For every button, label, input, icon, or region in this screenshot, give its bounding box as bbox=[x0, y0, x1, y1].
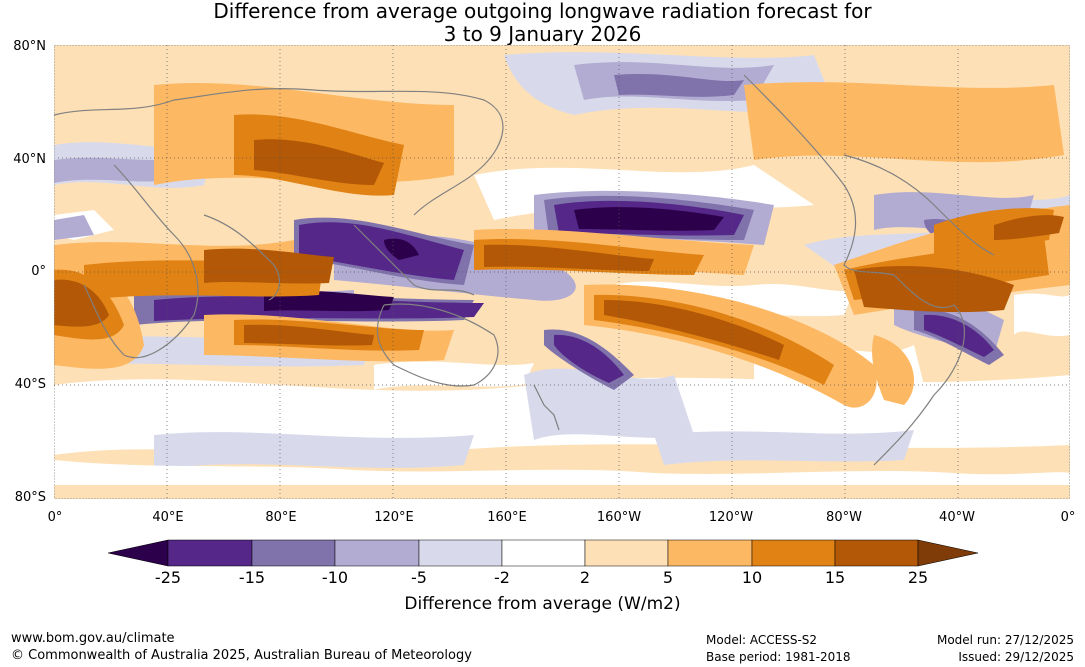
tick-label-neg15: -15 bbox=[238, 568, 266, 587]
colorbar-segment-5 bbox=[501, 539, 586, 567]
lon-label-40e: 40°E bbox=[152, 510, 184, 525]
coastlines bbox=[54, 74, 995, 466]
colorbar-label: Difference from average (W/m2) bbox=[404, 594, 681, 614]
extreme-purple-regions bbox=[264, 207, 1070, 312]
colorbar bbox=[108, 539, 978, 567]
map-graphic bbox=[54, 45, 1070, 499]
lat-label-80s: 80°S bbox=[14, 490, 46, 505]
olr-anomaly-map bbox=[54, 45, 1070, 499]
tick-label-neg2: -2 bbox=[494, 568, 510, 587]
colorbar-segment-1 bbox=[167, 539, 253, 567]
title-line-2: 3 to 9 January 2026 bbox=[443, 22, 642, 46]
colorbar-segment-6 bbox=[584, 539, 669, 567]
footer-base-period: Base period: 1981-2018 bbox=[706, 650, 851, 664]
colorbar-segment-8 bbox=[751, 539, 836, 567]
lat-label-0: 0° bbox=[31, 264, 46, 279]
footer-copyright: © Commonwealth of Australia 2025, Austra… bbox=[11, 648, 472, 663]
colorbar-segment-3 bbox=[334, 539, 420, 567]
footer-url[interactable]: www.bom.gov.au/climate bbox=[11, 631, 175, 646]
tick-label-5: 5 bbox=[662, 568, 674, 587]
colorbar-segment-2 bbox=[251, 539, 336, 567]
lon-label-120w: 120°W bbox=[708, 510, 754, 525]
footer-issued: Issued: 29/12/2025 bbox=[958, 650, 1074, 664]
tick-label-15: 15 bbox=[824, 568, 846, 587]
graticule bbox=[54, 45, 1070, 499]
lon-label-0: 0° bbox=[47, 510, 63, 525]
colorbar-segment-4 bbox=[418, 539, 503, 567]
lat-label-40s: 40°S bbox=[14, 377, 46, 392]
map-frame bbox=[54, 45, 1070, 499]
lon-label-0-end: 0° bbox=[1060, 510, 1076, 525]
colorbar-segment-7 bbox=[667, 539, 753, 567]
footer-model: Model: ACCESS-S2 bbox=[706, 633, 818, 647]
brown-regions bbox=[54, 139, 1064, 360]
tick-label-neg5: -5 bbox=[411, 568, 427, 587]
map-title: Difference from average outgoing longwav… bbox=[0, 0, 1085, 46]
tick-label-2: 2 bbox=[579, 568, 591, 587]
tick-label-10: 10 bbox=[741, 568, 763, 587]
lon-label-40w: 40°W bbox=[939, 510, 975, 525]
tick-label-25: 25 bbox=[907, 568, 929, 587]
lon-label-120e: 120°E bbox=[374, 510, 414, 525]
lat-label-80n: 80°N bbox=[13, 39, 46, 54]
tick-label-neg25: -25 bbox=[154, 568, 182, 587]
footer-model-run: Model run: 27/12/2025 bbox=[936, 633, 1074, 647]
antarctic-white bbox=[54, 460, 1070, 485]
colorbar-arrow-right bbox=[917, 539, 978, 567]
lon-label-80w: 80°W bbox=[826, 510, 862, 525]
lon-label-160e: 160°E bbox=[487, 510, 527, 525]
colorbar-segment-9 bbox=[834, 539, 919, 567]
colorbar-arrow-left bbox=[108, 539, 169, 567]
lon-label-160w: 160°W bbox=[596, 510, 642, 525]
tick-label-neg10: -10 bbox=[321, 568, 349, 587]
lat-label-40n: 40°N bbox=[13, 152, 46, 167]
lon-label-80e: 80°E bbox=[265, 510, 297, 525]
title-line-1: Difference from average outgoing longwav… bbox=[213, 0, 872, 23]
